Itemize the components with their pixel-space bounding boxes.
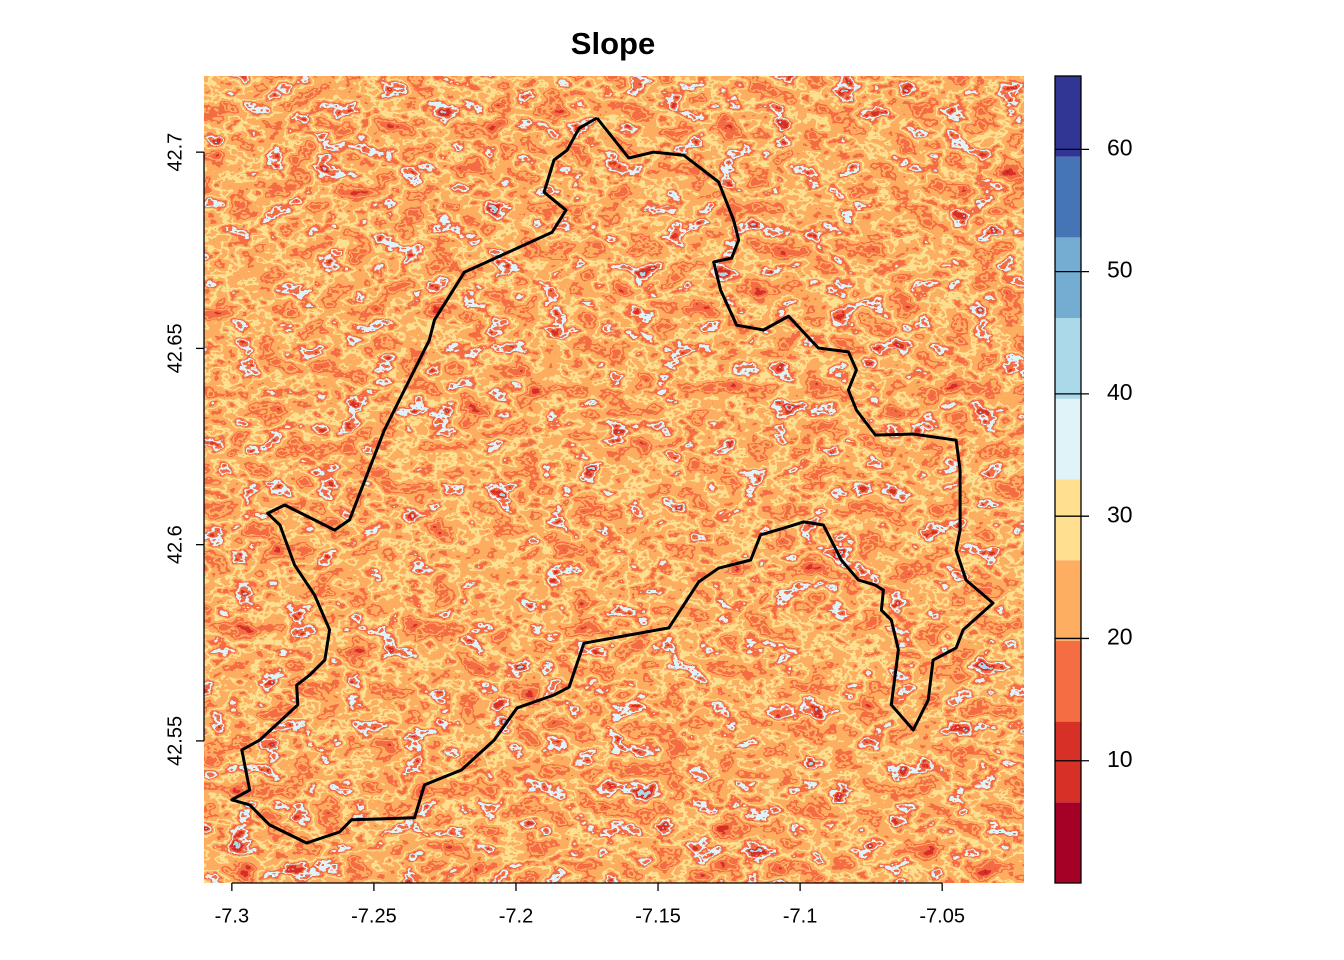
- boundary-outline: [230, 116, 995, 845]
- y-tick-label: 42.7: [164, 133, 186, 172]
- y-tick-label: 42.55: [164, 716, 186, 766]
- x-tick-label: -7.05: [919, 905, 965, 927]
- colorbar-band: [1055, 156, 1081, 238]
- colorbar-band: [1055, 237, 1081, 319]
- x-tick-label: -7.15: [635, 905, 681, 927]
- x-tick-label: -7.2: [499, 905, 533, 927]
- x-tick-label: -7.3: [215, 905, 249, 927]
- colorbar-band: [1055, 640, 1081, 722]
- x-tick-label: -7.25: [351, 905, 397, 927]
- y-tick-label: 42.6: [164, 525, 186, 564]
- x-tick-label: -7.1: [783, 905, 817, 927]
- colorbar-tick-label: 30: [1107, 501, 1133, 527]
- y-tick-label: 42.65: [164, 323, 186, 373]
- chart-title: Slope: [571, 26, 655, 61]
- colorbar-tick-label: 50: [1107, 257, 1133, 283]
- colorbar-tick-label: 20: [1107, 624, 1133, 650]
- colorbar-band: [1055, 721, 1081, 803]
- colorbar-band: [1055, 479, 1081, 561]
- colorbar-tick-label: 40: [1107, 379, 1133, 405]
- colorbar-tick-label: 60: [1107, 134, 1133, 160]
- colorbar-tick-label: 10: [1107, 746, 1133, 772]
- slope-raster: [204, 76, 1024, 883]
- colorbar-frame: [1054, 75, 1082, 884]
- colorbar-band: [1055, 318, 1081, 399]
- colorbar-band: [1055, 560, 1081, 641]
- colorbar-band: [1055, 802, 1081, 883]
- colorbar-band: [1055, 398, 1081, 480]
- colorbar-band: [1055, 76, 1081, 157]
